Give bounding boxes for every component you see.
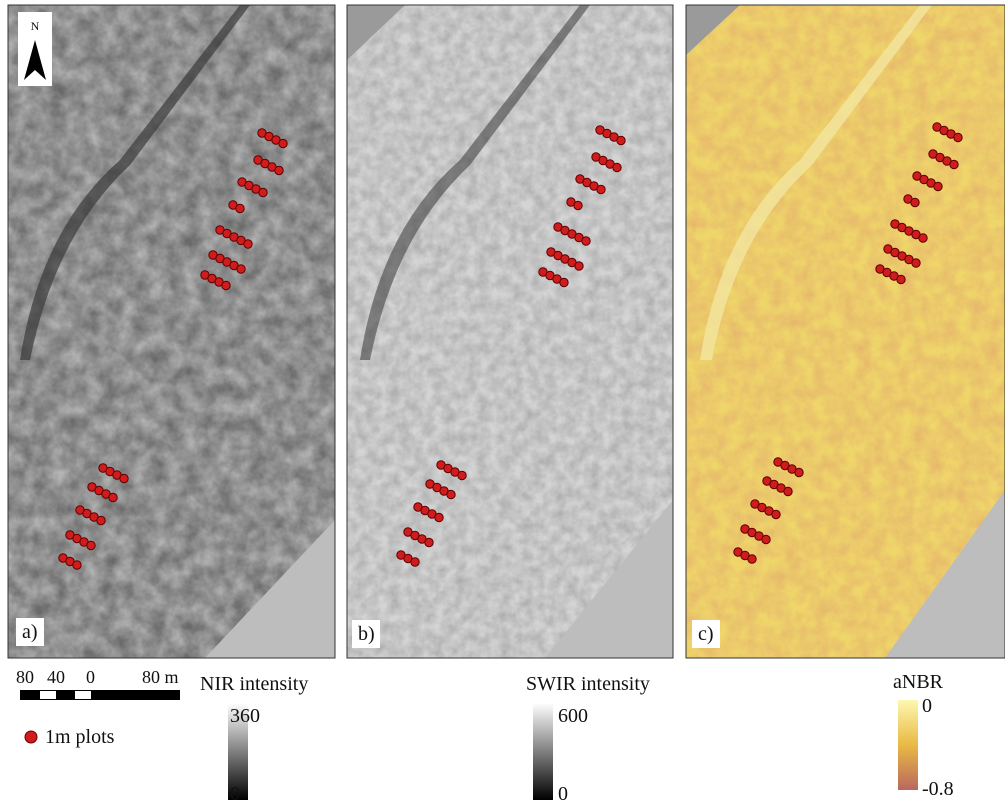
plot-marker bbox=[109, 493, 117, 501]
panel-label: c) bbox=[698, 623, 714, 645]
plot-marker bbox=[458, 471, 466, 479]
plot-marker bbox=[425, 538, 433, 546]
colorbar-title: aNBR bbox=[893, 671, 944, 693]
plot-marker bbox=[954, 133, 962, 141]
colorbar-title: SWIR intensity bbox=[526, 673, 650, 695]
legend: 1m plots bbox=[25, 726, 115, 748]
plot-marker bbox=[411, 558, 419, 566]
plot-marker bbox=[597, 185, 605, 193]
plot-marker bbox=[259, 188, 267, 196]
plot-marker bbox=[222, 281, 230, 289]
plot-marker bbox=[795, 468, 803, 476]
plot-marker bbox=[772, 510, 780, 518]
plot-marker bbox=[784, 487, 792, 495]
legend-label: 1m plots bbox=[45, 726, 115, 748]
plot-marker bbox=[73, 561, 81, 569]
panel-label: a) bbox=[22, 621, 38, 643]
scale-label: 80 m bbox=[142, 667, 179, 687]
plot-marker bbox=[120, 474, 128, 482]
plot-marker bbox=[275, 166, 283, 174]
north-label: N bbox=[31, 19, 40, 33]
plot-marker bbox=[934, 182, 942, 190]
plot-marker bbox=[748, 555, 756, 563]
scale-bar: 80 40 0 80 m bbox=[16, 667, 180, 700]
panel-b: b) bbox=[347, 5, 673, 658]
plot-marker bbox=[574, 201, 582, 209]
plot-marker bbox=[97, 516, 105, 524]
panel-a: N a) bbox=[8, 5, 335, 658]
plot-marker bbox=[236, 204, 244, 212]
plot-marker bbox=[613, 163, 621, 171]
plot-marker bbox=[244, 240, 252, 248]
panel-label: b) bbox=[358, 623, 375, 645]
colorbar-swir: SWIR intensity 600 0 bbox=[526, 673, 650, 805]
plot-marker bbox=[911, 198, 919, 206]
colorbar-min: -0.8 bbox=[922, 778, 954, 800]
colorbar-min: 0 bbox=[558, 783, 568, 805]
plot-marker bbox=[87, 541, 95, 549]
scale-label: 80 bbox=[16, 667, 34, 687]
scale-label: 40 bbox=[47, 667, 65, 687]
colorbar-min: 0 bbox=[230, 783, 240, 805]
plot-marker bbox=[582, 237, 590, 245]
colorbar-anbr: aNBR 0 -0.8 bbox=[893, 671, 954, 800]
plot-marker bbox=[919, 234, 927, 242]
plot-marker bbox=[617, 136, 625, 144]
plot-marker bbox=[950, 160, 958, 168]
plot-marker bbox=[897, 275, 905, 283]
colorbar-nir: NIR intensity 360 0 bbox=[200, 673, 308, 805]
plot-marker bbox=[575, 262, 583, 270]
plot-marker bbox=[237, 265, 245, 273]
plot-marker bbox=[912, 259, 920, 267]
plot-marker bbox=[447, 490, 455, 498]
plot-marker bbox=[762, 535, 770, 543]
figure: N a) b) c) 80 40 0 80 m 1m pl bbox=[0, 0, 1005, 806]
colorbar-max: 360 bbox=[230, 705, 260, 727]
plot-marker bbox=[560, 278, 568, 286]
panel-c: c) bbox=[686, 5, 1005, 658]
colorbar-max: 0 bbox=[922, 695, 932, 717]
colorbar-max: 600 bbox=[558, 705, 588, 727]
scale-label: 0 bbox=[86, 667, 95, 687]
colorbar-title: NIR intensity bbox=[200, 673, 308, 695]
plot-marker bbox=[435, 513, 443, 521]
plot-marker bbox=[279, 139, 287, 147]
